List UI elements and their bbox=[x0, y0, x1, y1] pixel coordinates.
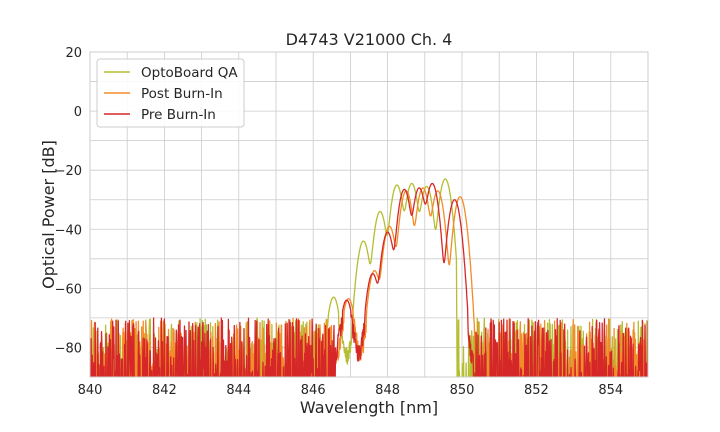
x-tick-label: 846 bbox=[301, 383, 326, 398]
legend-label: Post Burn-In bbox=[141, 86, 223, 102]
y-tick-label: −40 bbox=[55, 223, 82, 238]
legend-label: Pre Burn-In bbox=[141, 107, 216, 123]
y-tick-label: −20 bbox=[55, 164, 82, 179]
plot-frame bbox=[89, 51, 649, 378]
data-lines bbox=[90, 178, 648, 377]
x-tick-label: 850 bbox=[450, 383, 475, 398]
x-axis-label: Wavelength [nm] bbox=[300, 398, 438, 417]
legend-label: OptoBoard QA bbox=[141, 65, 238, 81]
series-line-post-burn-in bbox=[90, 187, 648, 377]
x-tick-label: 840 bbox=[78, 383, 103, 398]
y-tick-label: 0 bbox=[74, 105, 82, 120]
series-line-pre-burn-in bbox=[90, 182, 648, 377]
chart-title: D4743 V21000 Ch. 4 bbox=[286, 30, 453, 49]
legend-box bbox=[96, 58, 245, 128]
x-tick-label: 842 bbox=[152, 383, 177, 398]
x-tick-label: 854 bbox=[598, 383, 623, 398]
tick-labels: 840 842 844 846 848 850 852 854 20 0 −20 −40 −60 −80 bbox=[55, 46, 624, 398]
y-axis-label: Optical Power [dB] bbox=[39, 140, 58, 289]
y-tick-label: −60 bbox=[55, 282, 82, 297]
series-line-optoboard-qa bbox=[90, 178, 648, 377]
x-tick-label: 848 bbox=[375, 383, 400, 398]
y-tick-label: −80 bbox=[55, 341, 82, 356]
x-tick-label: 844 bbox=[226, 383, 251, 398]
y-tick-label: 20 bbox=[65, 46, 82, 61]
legend: OptoBoard QA Post Burn-In Pre Burn-In bbox=[96, 58, 245, 128]
x-tick-label: 852 bbox=[524, 383, 549, 398]
